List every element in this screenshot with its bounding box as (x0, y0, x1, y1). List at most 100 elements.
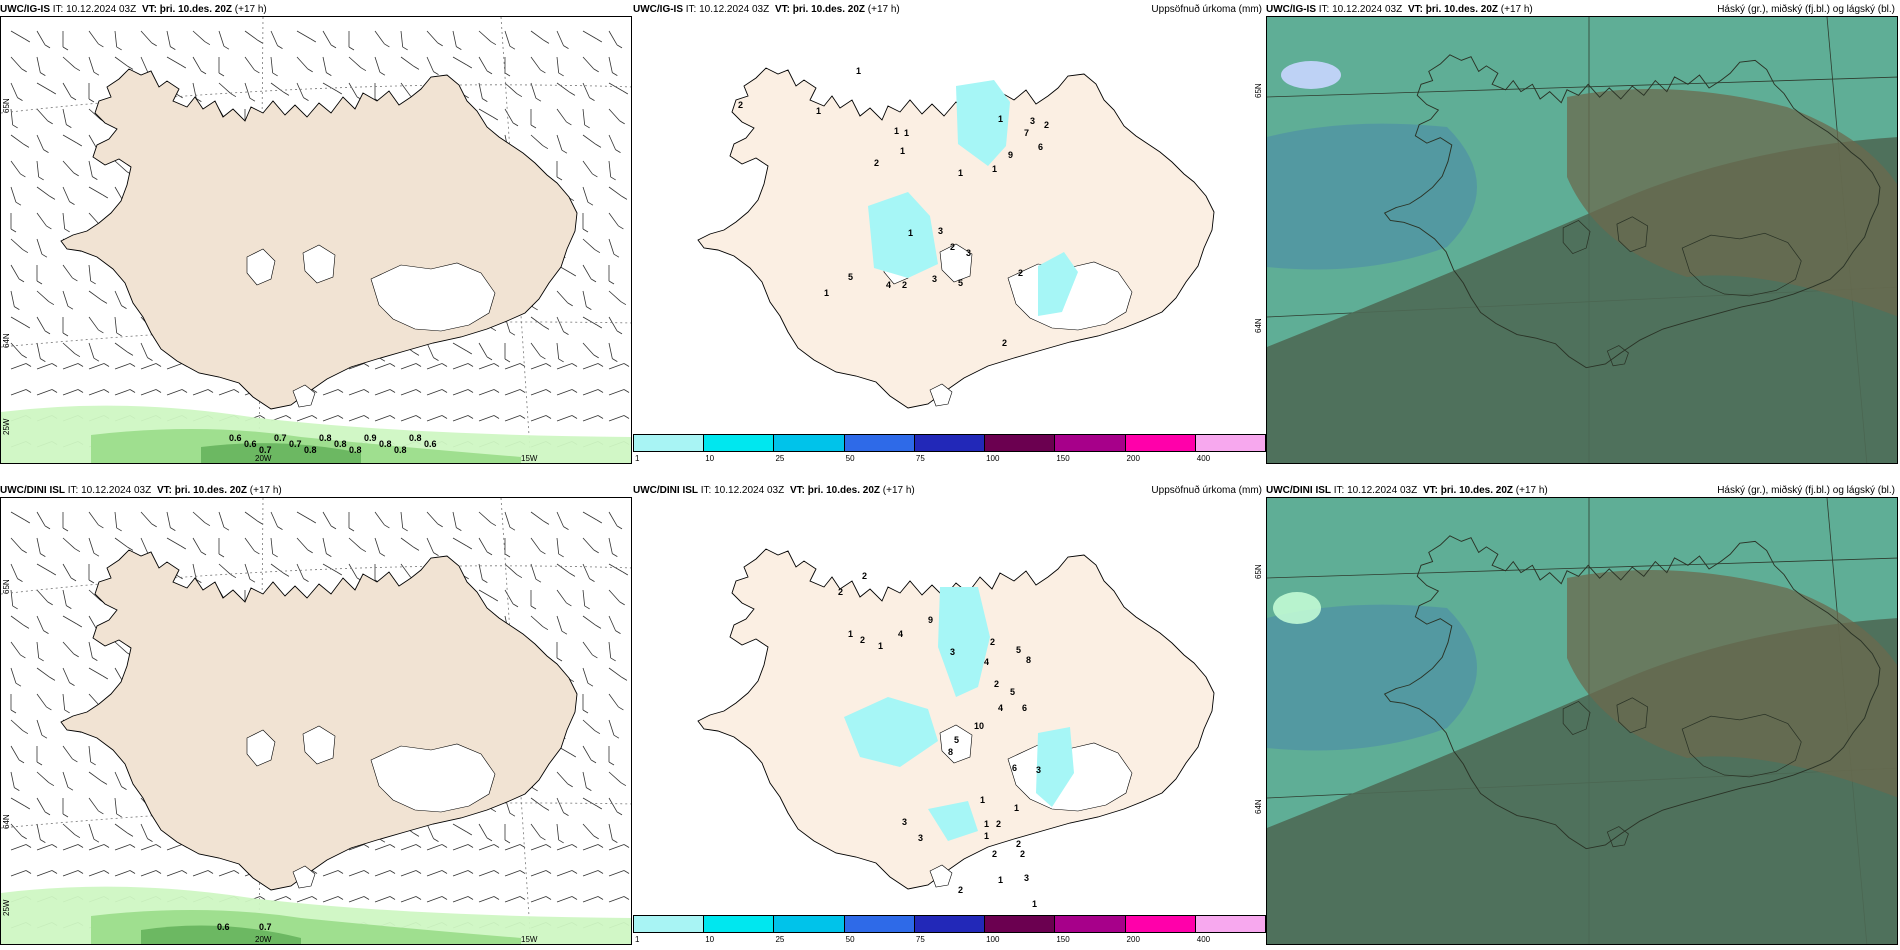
wind-barb (348, 389, 365, 396)
wind-barb-feather (543, 326, 550, 330)
valid-time-label: VT: (156, 485, 172, 496)
colorbar-tick: 150 (1056, 935, 1070, 944)
wind-barb (608, 896, 625, 903)
wind-barb (556, 342, 560, 359)
wind-barb (530, 823, 541, 838)
wind-barb (88, 316, 99, 331)
wind-barb-feather (504, 553, 511, 558)
wind-barb-feather (272, 553, 278, 558)
precip-value: 3 (1024, 873, 1029, 883)
wind-barb-feather (330, 44, 337, 49)
wind-barb-feather (540, 69, 546, 74)
glacier-outline (1562, 700, 1591, 736)
wind-barb (478, 30, 492, 43)
wind-barb-feather (73, 172, 79, 177)
iceland-outline (1383, 54, 1881, 369)
wind-barb-feather (14, 306, 20, 310)
precip-value: 3 (1036, 765, 1041, 775)
wind-barb (62, 641, 75, 655)
wind-barb-feather (151, 42, 157, 47)
wind-map[interactable]: 0.6 0.6 0.7 0.7 0.7 0.8 0.8 0.8 0.8 0.9 0.8 0.8 0.8 0… (0, 16, 632, 464)
wind-barb-feather (545, 896, 552, 900)
wind-barb (322, 56, 327, 73)
lat-label-65n: 65N (2, 98, 11, 113)
wind-barb (10, 134, 25, 145)
wind-barb-feather (67, 786, 74, 791)
wind-barb (166, 870, 183, 877)
wind-barb (504, 82, 518, 95)
wind-barb-feather (466, 831, 473, 836)
wind-barb (88, 56, 95, 73)
colorbar-swatch (773, 434, 845, 452)
wind-barb (400, 563, 411, 578)
wind-barb-feather (542, 145, 549, 150)
wind-barb-feather (22, 249, 29, 254)
wind-barb (114, 342, 129, 353)
precip-value: 2 (838, 587, 843, 597)
wind-barb-feather (233, 389, 240, 393)
glacier (302, 244, 336, 284)
low-cloud-blue (1267, 604, 1477, 751)
wind-barb-feather (486, 551, 493, 556)
wind-barb-feather (21, 68, 27, 73)
colorbar-tick: 50 (845, 454, 855, 463)
precip-area (1038, 252, 1078, 316)
wind-barb (530, 82, 537, 99)
wind-barb-feather (103, 844, 110, 848)
valid-time-label: VT: (1407, 4, 1423, 15)
precip-value: 2 (994, 679, 999, 689)
iceland-landmass (60, 68, 578, 410)
wind-barb-feather (561, 630, 568, 635)
colorbar-tick: 1 (635, 935, 640, 944)
wind-barb (608, 134, 616, 150)
wind-barb-feather (509, 45, 516, 50)
cloud-map[interactable] (1266, 497, 1898, 945)
wind-barb (452, 363, 469, 370)
wind-barb-feather (69, 682, 75, 686)
wind-barb-feather (596, 324, 603, 329)
snowfall-value: 0.8 (334, 439, 347, 449)
wind-barb-feather (595, 144, 602, 148)
wind-barb (10, 615, 25, 626)
init-time: IT: 10.12.2024 03Z (52, 4, 137, 15)
cloud-panel-row2: UWC/DINI ISL IT: 10.12.2024 03Z VT: þri.… (1266, 481, 1898, 945)
wind-barb-feather (73, 653, 79, 658)
wind-map[interactable]: 0.6 0.7 65N 64N 25W 20W 15W (0, 497, 632, 945)
wind-barb-feather (21, 354, 27, 359)
wind-barb (426, 363, 443, 370)
wind-barb-feather (597, 415, 604, 419)
wind-barb-feather (77, 870, 84, 874)
wind-barb-feather (535, 97, 542, 102)
wind-barb (88, 389, 105, 396)
precip-value: 3 (932, 274, 937, 284)
wind-barb-feather (415, 870, 422, 874)
wind-barb (426, 870, 443, 877)
valid-time: þri. 10.des. 20Z (159, 4, 233, 15)
iceland-landmass (697, 67, 1215, 409)
snowfall-labels: 0.60.60.70.70.70.80.80.80.80.90.80.80.80… (229, 433, 437, 455)
precip-value: 1 (998, 114, 1003, 124)
wind-barb (244, 511, 259, 522)
wind-barb-feather (17, 578, 23, 582)
wind-barb-feather (389, 844, 396, 848)
wind-barb-feather (486, 70, 493, 75)
precip-map[interactable]: 2 2 1 2 1 4 9 3 2 5 4 8 2 5 6 4 10 5 8 6 3 1 2 1 1 2 3 3 1 2 2 1 2 1 3 65N… (633, 497, 1265, 915)
wind-barb-feather (204, 41, 211, 46)
wind-barb (582, 563, 590, 579)
cloud-map[interactable] (1266, 16, 1898, 464)
wind-barb-feather (593, 835, 599, 840)
wind-barb (400, 363, 417, 370)
colorbar-swatch (633, 915, 705, 933)
wind-barb-feather (441, 415, 448, 419)
precip-value: 3 (950, 647, 955, 657)
wind-barb (556, 844, 573, 851)
wind-barb-feather (47, 601, 53, 606)
precip-value: 5 (1016, 645, 1021, 655)
wind-barb-feather (493, 389, 500, 393)
wind-barb-feather (596, 519, 603, 524)
wind-barb (608, 316, 618, 332)
wind-barb-feather (44, 811, 51, 816)
wind-barb (244, 56, 255, 71)
